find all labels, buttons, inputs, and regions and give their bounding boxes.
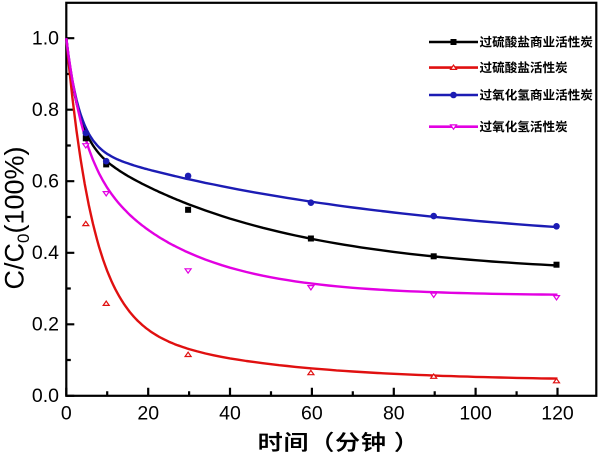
svg-text:40: 40 [219, 403, 241, 425]
svg-text:1.0: 1.0 [32, 28, 59, 50]
svg-text:0.0: 0.0 [32, 385, 59, 407]
svg-text:0.2: 0.2 [32, 314, 59, 336]
svg-text:0.6: 0.6 [32, 171, 59, 193]
svg-text:0.8: 0.8 [32, 99, 59, 121]
svg-text:0: 0 [61, 403, 72, 425]
svg-text:120: 120 [541, 403, 574, 425]
svg-text:0.4: 0.4 [32, 242, 59, 264]
svg-text:80: 80 [383, 403, 405, 425]
svg-text:20: 20 [137, 403, 159, 425]
svg-text:100: 100 [459, 403, 492, 425]
svg-text:C/C0(100%): C/C0(100%) [0, 146, 33, 289]
svg-text:60: 60 [301, 403, 323, 425]
